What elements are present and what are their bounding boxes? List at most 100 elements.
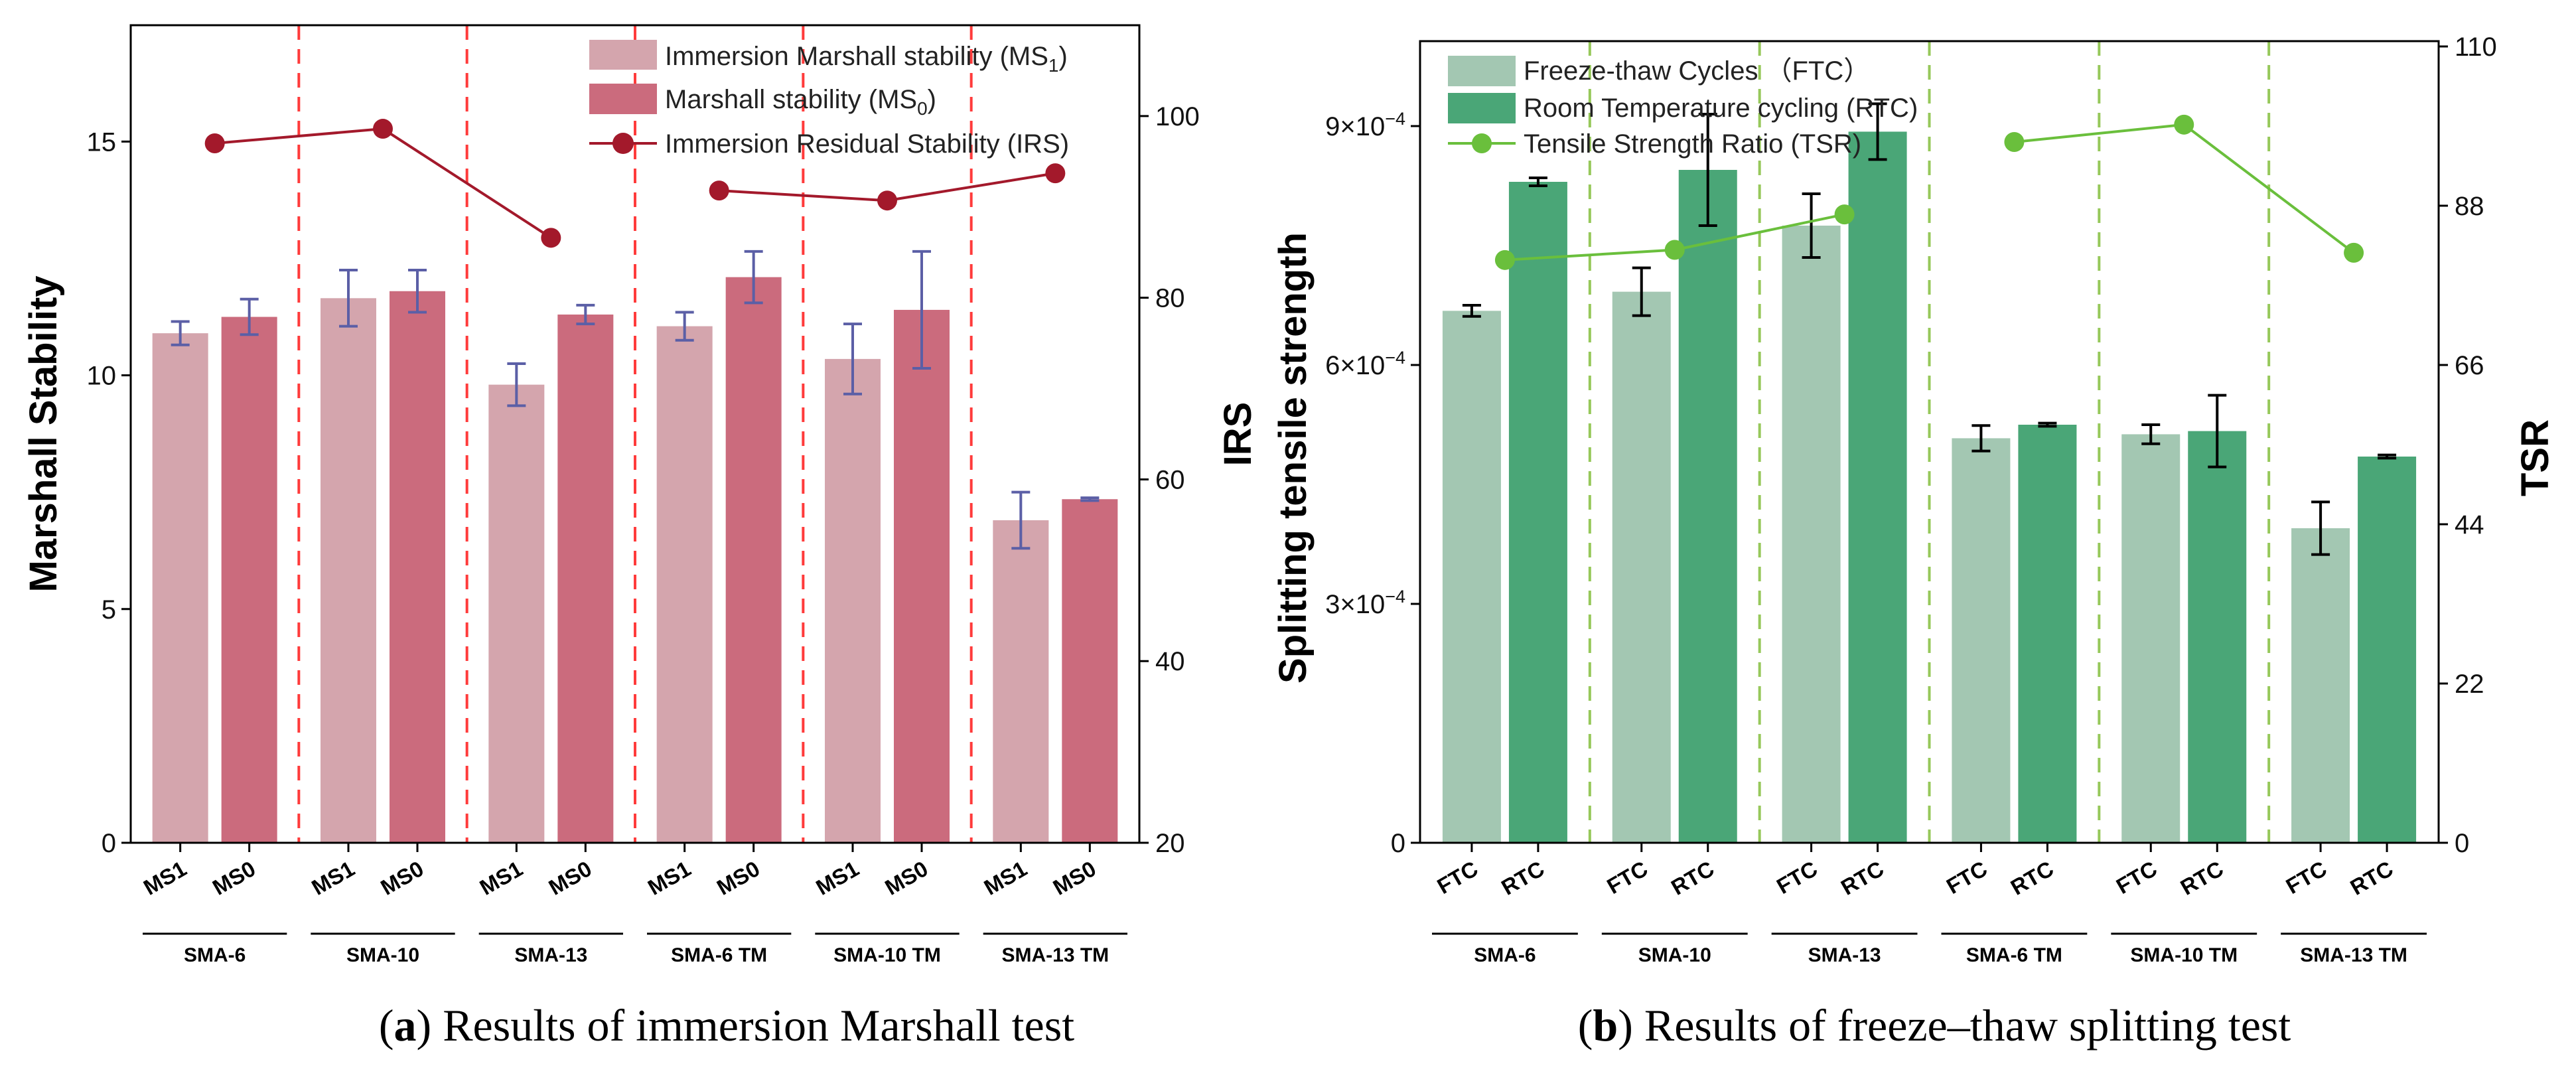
x-tick-label: MS1 bbox=[476, 856, 527, 900]
y-tick-label: 10 bbox=[87, 362, 117, 391]
group-label: SMA-10 bbox=[1638, 944, 1711, 966]
bar-rtc bbox=[2018, 425, 2077, 843]
bar-ms1 bbox=[488, 384, 545, 843]
panel-b-y-axis-label: Splitting tensile strength bbox=[1271, 232, 1315, 684]
y2-tick-label: 22 bbox=[2455, 670, 2484, 699]
line-point bbox=[541, 228, 561, 248]
bar-ms1 bbox=[993, 520, 1049, 843]
y-tick-label: 0 bbox=[102, 829, 116, 858]
y2-tick-label: 44 bbox=[2455, 510, 2484, 540]
panel-b-axes: FTC RTC SMA-6 FTC RTC SMA-10 FTC RTC SMA-13 FTC RT… bbox=[1325, 33, 2497, 966]
x-tick-label: MS0 bbox=[713, 856, 764, 900]
group-label: SMA-6 TM bbox=[671, 944, 767, 966]
panel-b-caption: (b) Results of freeze–thaw splitting tes… bbox=[1578, 1000, 2291, 1050]
panel-b-plot-frame bbox=[1419, 40, 2440, 844]
legend-swatch-ms1 bbox=[589, 40, 657, 70]
x-tick-label: RTC bbox=[2177, 856, 2228, 900]
panel-a-legend: Immersion Marshall stability (MS1) Marsh… bbox=[589, 40, 1069, 159]
legend-swatch-ms0 bbox=[589, 84, 657, 114]
group-label: SMA-6 TM bbox=[1966, 944, 2062, 966]
x-tick-label: FTC bbox=[1433, 856, 1482, 899]
x-tick-label: MS1 bbox=[307, 856, 358, 900]
y2-tick-label: 80 bbox=[1155, 284, 1185, 313]
bar-ftc bbox=[2291, 528, 2350, 843]
panel-a-caption: (a) Results of immersion Marshall test bbox=[379, 1000, 1074, 1050]
y2-tick-label: 100 bbox=[1155, 102, 1200, 131]
panel-b-marks bbox=[1442, 41, 2417, 843]
line-point bbox=[204, 133, 225, 153]
bar-ms1 bbox=[152, 333, 208, 843]
x-tick-label: RTC bbox=[2007, 856, 2058, 900]
panel-a-plot-frame bbox=[129, 24, 1141, 844]
y-tick-label: 15 bbox=[87, 127, 117, 157]
group-label: SMA-10 TM bbox=[2130, 944, 2238, 966]
y2-tick-label: 88 bbox=[2455, 192, 2484, 221]
x-tick-label: FTC bbox=[1603, 856, 1652, 899]
y2-tick-label: 110 bbox=[2455, 33, 2497, 62]
panel-a-y-axis-label: Marshall Stability bbox=[22, 275, 65, 592]
legend-label-rtc: Room Temperature cycling (RTC) bbox=[1524, 94, 1918, 123]
x-tick-label: MS0 bbox=[376, 856, 427, 900]
x-tick-label: MS0 bbox=[1049, 856, 1100, 900]
y-tick-label: 6×10−4 bbox=[1325, 348, 1405, 380]
legend-marker-irs bbox=[612, 133, 634, 154]
bar-rtc bbox=[1678, 170, 1737, 843]
line-series-segment bbox=[2014, 123, 2355, 254]
bar-rtc bbox=[1848, 131, 1907, 843]
x-tick-label: MS1 bbox=[139, 856, 190, 900]
legend-label-tsr: Tensile Strength Ratio (TSR) bbox=[1524, 129, 1861, 159]
y2-tick-label: 60 bbox=[1155, 465, 1185, 494]
bar-ms0 bbox=[557, 314, 614, 843]
panel-b-legend: Freeze-thaw Cycles （FTC） Room Temperatur… bbox=[1448, 56, 1918, 159]
legend-marker-tsr bbox=[1472, 133, 1492, 153]
bar-ms1 bbox=[321, 298, 376, 843]
legend-swatch-rtc bbox=[1448, 93, 1516, 123]
bar-ms0 bbox=[390, 291, 445, 843]
legend-label-irs: Immersion Residual Stability (IRS) bbox=[665, 129, 1069, 159]
bar-ftc bbox=[1612, 291, 1671, 843]
chart-panel-a: MS1 MS0 SMA-6 MS1 MS0 SMA-10 MS1 MS0 SMA-13 MS1 MS… bbox=[22, 24, 1259, 1050]
panel-b-y2-axis-label: TSR bbox=[2514, 419, 2557, 496]
panel-a-marks bbox=[152, 25, 1118, 843]
line-point bbox=[709, 181, 729, 201]
x-tick-label: MS0 bbox=[545, 856, 596, 900]
group-label: SMA-13 TM bbox=[1001, 944, 1109, 966]
y-tick-label: 3×10−4 bbox=[1325, 587, 1405, 619]
bar-ms0 bbox=[725, 277, 782, 843]
line-point bbox=[1494, 250, 1515, 270]
group-label: SMA-6 bbox=[184, 944, 246, 966]
legend-label-ftc: Freeze-thaw Cycles （FTC） bbox=[1524, 56, 1870, 86]
legend-label-ms1: Immersion Marshall stability (MS1) bbox=[665, 42, 1068, 76]
line-point bbox=[1664, 240, 1685, 260]
bar-ms1 bbox=[825, 358, 881, 843]
group-label: SMA-10 TM bbox=[833, 944, 941, 966]
x-tick-label: MS0 bbox=[881, 856, 932, 900]
bar-ms0 bbox=[221, 317, 277, 843]
bar-ftc bbox=[2121, 434, 2181, 843]
y-tick-label: 0 bbox=[1391, 829, 1405, 858]
line-point bbox=[2174, 114, 2194, 135]
panel-a-y2-axis-label: IRS bbox=[1216, 402, 1259, 467]
line-point bbox=[2344, 242, 2364, 263]
bar-ms0 bbox=[1062, 499, 1118, 843]
bar-ms0 bbox=[894, 309, 950, 843]
line-point bbox=[2004, 132, 2025, 152]
line-point bbox=[1045, 163, 1066, 184]
line-point bbox=[373, 119, 393, 139]
x-tick-label: RTC bbox=[1497, 856, 1548, 900]
x-tick-label: MS1 bbox=[812, 856, 863, 900]
x-tick-label: RTC bbox=[2346, 856, 2397, 900]
bar-rtc bbox=[1508, 182, 1567, 843]
line-series-segment bbox=[214, 127, 552, 239]
legend-swatch-ftc bbox=[1448, 56, 1516, 86]
legend-label-ms0: Marshall stability (MS0) bbox=[665, 85, 936, 119]
x-tick-label: MS1 bbox=[644, 856, 695, 900]
group-label: SMA-13 bbox=[514, 944, 587, 966]
bar-ftc bbox=[1442, 311, 1501, 843]
group-label: SMA-13 bbox=[1808, 944, 1881, 966]
bar-rtc bbox=[2358, 457, 2417, 843]
group-label: SMA-13 TM bbox=[2300, 944, 2407, 966]
y-tick-label: 9×10−4 bbox=[1325, 109, 1405, 141]
bar-ftc bbox=[1952, 438, 2011, 843]
y2-tick-label: 40 bbox=[1155, 647, 1185, 676]
